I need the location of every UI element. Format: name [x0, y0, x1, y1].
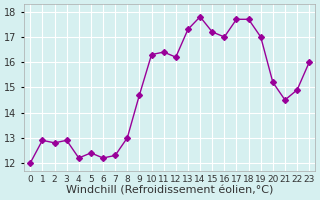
X-axis label: Windchill (Refroidissement éolien,°C): Windchill (Refroidissement éolien,°C) — [66, 186, 273, 196]
